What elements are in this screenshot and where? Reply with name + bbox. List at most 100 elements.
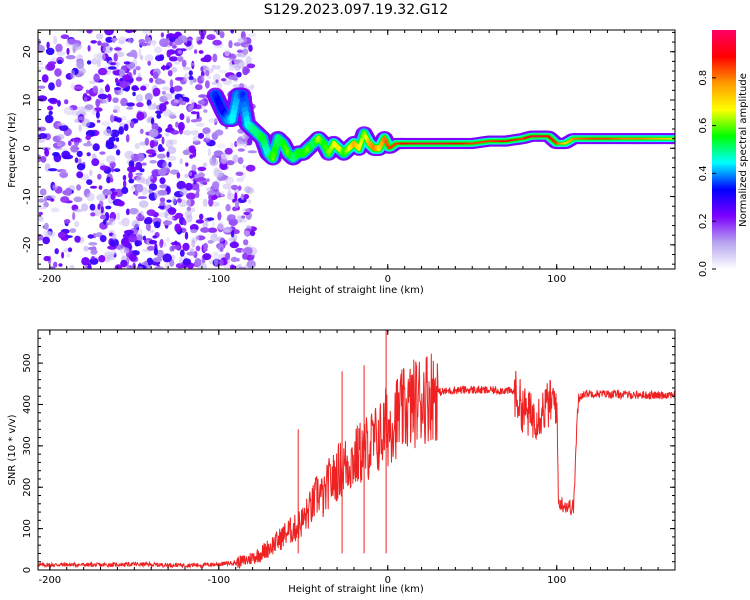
heatmap-noise-cell (50, 207, 60, 213)
heatmap-ridge-cell (639, 137, 643, 140)
heatmap-noise-cell (154, 266, 164, 269)
heatmap-noise-cell (247, 150, 258, 154)
heatmap-noise-cell (43, 201, 49, 208)
heatmap-noise-cell (202, 181, 208, 185)
heatmap-noise-cell (104, 84, 111, 93)
heatmap-noise-cell (103, 128, 113, 137)
x-tick-label: -100 (207, 575, 230, 586)
heatmap-ridge-cell (602, 137, 607, 140)
heatmap-noise-cell (90, 249, 98, 255)
heatmap-noise-cell (120, 97, 128, 107)
heatmap-noise-cell (202, 253, 212, 261)
heatmap-ridge-cell (490, 140, 494, 143)
heatmap-noise-cell (217, 221, 226, 230)
heatmap-noise-cell (155, 110, 163, 115)
heatmap-noise-cell (113, 168, 121, 173)
heatmap-noise-cell (104, 211, 110, 221)
heatmap-ridge-cell (422, 142, 427, 145)
heatmap-noise-cell (192, 135, 200, 143)
heatmap-noise-cell (211, 181, 220, 190)
heatmap-noise-cell (242, 208, 251, 212)
y-tick-label: 20 (22, 45, 33, 58)
heatmap-noise-cell (195, 84, 203, 91)
heatmap-noise-cell (87, 234, 95, 239)
heatmap-ridge-cell (642, 137, 646, 140)
heatmap-noise-cell (230, 142, 234, 150)
heatmap-noise-cell (243, 193, 250, 200)
heatmap-noise-cell (86, 152, 91, 157)
heatmap-noise-cell (236, 177, 244, 183)
heatmap-noise-cell (112, 97, 119, 104)
heatmap-ridge-cell (625, 137, 629, 140)
heatmap-noise-cell (87, 45, 91, 52)
heatmap-noise-cell (166, 49, 172, 58)
heatmap-noise-cell (135, 76, 143, 82)
heatmap-noise-cell (169, 79, 174, 89)
heatmap-noise-cell (92, 143, 100, 152)
heatmap-noise-cell (44, 196, 47, 203)
colorbar-tick-label: 0.6 (698, 118, 709, 134)
heatmap-noise-cell (84, 104, 94, 110)
heatmap-noise-cell (63, 106, 74, 116)
heatmap-noise-cell (148, 128, 159, 138)
heatmap-noise-cell (99, 235, 107, 243)
heatmap-noise-cell (55, 78, 62, 88)
heatmap-noise-cell (200, 66, 204, 72)
heatmap-noise-cell (101, 121, 111, 126)
heatmap-noise-cell (54, 248, 59, 255)
heatmap-noise-cell (231, 265, 236, 269)
heatmap-noise-cell (145, 223, 151, 231)
heatmap-noise-cell (182, 149, 190, 156)
heatmap-noise-cell (228, 64, 235, 72)
heatmap-noise-cell (143, 218, 153, 225)
heatmap-noise-cell (212, 53, 218, 63)
heatmap-noise-cell (76, 59, 85, 69)
heatmap-noise-cell (196, 176, 206, 182)
heatmap-noise-cell (120, 247, 130, 255)
heatmap-noise-cell (99, 214, 107, 220)
heatmap-noise-cell (138, 39, 146, 44)
heatmap-noise-cell (217, 236, 224, 242)
heatmap-noise-cell (199, 213, 204, 220)
heatmap-noise-cell (102, 189, 113, 196)
heatmap-noise-cell (154, 46, 163, 54)
heatmap-ridge-cell (493, 140, 497, 143)
heatmap-noise-cell (146, 209, 156, 217)
heatmap-ridge-cell (507, 139, 511, 142)
heatmap-noise-cell (148, 183, 158, 191)
heatmap-noise-cell (153, 257, 162, 263)
heatmap-ridge-cell (431, 142, 435, 145)
heatmap-noise-cell (100, 205, 104, 214)
heatmap-noise-cell (203, 54, 212, 63)
heatmap-noise-cell (57, 59, 63, 65)
heatmap-noise-cell (242, 252, 248, 260)
heatmap-noise-cell (55, 43, 63, 53)
heatmap-noise-cell (182, 242, 190, 251)
y-tick-label: 300 (22, 436, 33, 455)
heatmap-noise-cell (83, 245, 89, 252)
heatmap-noise-cell (66, 47, 70, 55)
heatmap-ridge-cell (659, 137, 663, 140)
heatmap-noise-cell (224, 147, 233, 155)
heatmap-noise-cell (159, 184, 169, 189)
heatmap-noise-cell (93, 53, 101, 59)
heatmap-noise-cell (120, 237, 129, 247)
heatmap-ridge-cell (411, 142, 415, 145)
heatmap-noise-cell (121, 217, 130, 227)
heatmap-noise-cell (174, 99, 180, 104)
heatmap-noise-cell (242, 164, 247, 169)
x-tick-label: 0 (385, 274, 391, 285)
heatmap-noise-cell (168, 161, 172, 168)
heatmap-noise-cell (227, 214, 236, 221)
heatmap-noise-cell (136, 183, 144, 193)
heatmap-noise-cell (123, 123, 129, 132)
heatmap-noise-cell (149, 229, 155, 233)
heatmap-noise-cell (216, 143, 226, 149)
heatmap-noise-cell (47, 105, 54, 111)
heatmap-noise-cell (186, 192, 196, 200)
heatmap-noise-cell (200, 33, 205, 40)
heatmap-ridge-cell (580, 137, 584, 140)
heatmap-noise-cell (109, 62, 117, 66)
heatmap-noise-cell (168, 56, 178, 62)
heatmap-noise-cell (206, 34, 216, 41)
